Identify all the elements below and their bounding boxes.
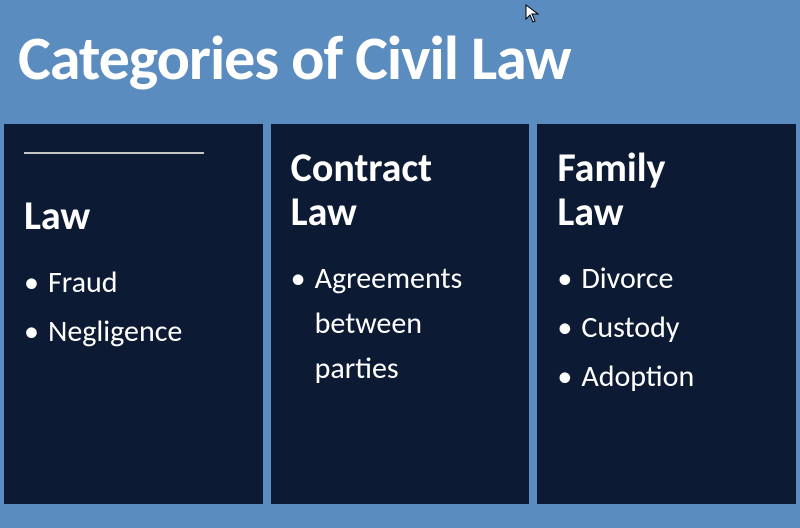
column-rule	[24, 152, 204, 154]
slide-header: Categories of Civil Law	[0, 0, 800, 124]
list-item: Negligence	[24, 309, 243, 354]
column-title: Contract Law	[291, 146, 510, 234]
column-list: Fraud Negligence	[24, 260, 243, 354]
column-law: Law Fraud Negligence	[4, 124, 263, 504]
list-item: Agreements between parties	[291, 256, 510, 391]
column-list: Divorce Custody Adoption	[557, 256, 776, 399]
page-title: Categories of Civil Law	[18, 20, 782, 96]
column-title: Family Law	[557, 146, 776, 234]
column-contract-law: Contract Law Agreements between parties	[271, 124, 530, 504]
column-title-line: Family	[557, 143, 665, 192]
list-item: Divorce	[557, 256, 776, 301]
column-title: Law	[24, 194, 243, 238]
column-title-line: Contract	[291, 143, 432, 192]
column-title-line: Law	[291, 187, 357, 236]
column-title-line: Law	[24, 191, 90, 240]
column-family-law: Family Law Divorce Custody Adoption	[537, 124, 796, 504]
column-list: Agreements between parties	[291, 256, 510, 391]
list-item: Adoption	[557, 354, 776, 399]
list-item: Fraud	[24, 260, 243, 305]
columns-container: Law Fraud Negligence Contract Law Agreem…	[0, 124, 800, 504]
list-item: Custody	[557, 305, 776, 350]
column-title-line: Law	[557, 187, 623, 236]
